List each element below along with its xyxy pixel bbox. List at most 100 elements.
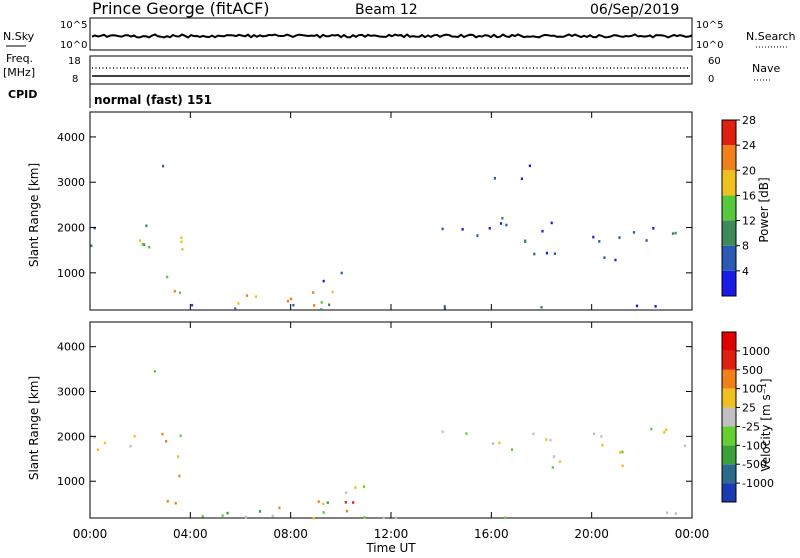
heatmap-cell [322,511,325,514]
heatmap-cell [504,516,507,520]
y-tick-label: 2000 [57,222,85,235]
beam-label: Beam 12 [355,2,418,18]
heatmap-cell [340,271,343,275]
heatmap-cell [181,248,184,251]
heatmap-cell [614,258,617,262]
heatmap-cell [201,514,204,518]
heatmap-cell [322,279,325,283]
heatmap-cell [549,438,552,442]
heatmap-cell [141,242,144,246]
x-tick-label: 08:00 [273,527,308,541]
heatmap-cell [621,450,624,454]
heatmap-cell [550,221,553,225]
heatmap-cell [558,460,562,463]
colorbar-tick-label: 24 [742,139,756,152]
heatmap-cell [540,306,543,309]
heatmap-cell [180,236,183,240]
x-tick-label: 16:00 [474,527,509,541]
colorbar-swatch [722,170,736,196]
colorbar-swatch [722,145,736,171]
velocity-cbar-label: Velocity [m s⁻¹] [759,378,773,471]
colorbar-swatch [722,483,736,502]
date-label: 06/Sep/2019 [590,2,679,18]
heatmap-cell [603,256,606,259]
plot-title: Prince George (fitACF) [92,0,270,18]
cpid-label: CPID [8,88,37,101]
x-axis: 00:00 04:00 08:00 12:00 16:00 20:00 00:00 [73,112,710,541]
heatmap-cell [312,291,315,294]
heatmap-cell [326,501,329,504]
heatmap-cell [476,234,479,237]
heatmap-cell [178,291,182,295]
xaxis-label: Time UT [365,541,416,554]
heatmap-cell [129,444,132,448]
heatmap-cell [328,303,331,307]
heatmap-cell [498,441,501,445]
heatmap-cell [441,227,444,231]
heatmap-cell [551,466,554,469]
heatmap-cell [153,370,156,373]
colorbar-swatch [722,350,736,370]
heatmap-cell [179,434,182,437]
heatmap-cell [313,304,316,307]
x-tick-label: 12:00 [374,527,409,541]
heatmap-cell [441,430,444,434]
heatmap-cell [619,451,622,454]
heatmap-cell [93,226,96,230]
heatmap-cell [312,516,315,520]
heatmap-cell [493,177,496,180]
noise-line [91,33,693,39]
nave-tick-top: 60 [708,56,721,67]
nave-tick-bottom: 0 [708,74,714,85]
heatmap-cell [221,514,224,517]
colorbar-tick-label: -500 [742,458,767,471]
freq-tick-top: 18 [68,56,81,67]
heatmap-cell [143,243,146,246]
heatmap-cell [533,252,536,256]
heatmap-cell [663,431,666,434]
heatmap-cell [501,217,504,220]
colorbar-swatch [722,445,736,465]
heatmap-cell [177,455,180,458]
x-tick-label: 00:00 [675,527,710,541]
power-cbar-label: Power [dB] [757,177,771,242]
colorbar-swatch [722,270,736,296]
heatmap-cell [161,432,164,436]
heatmap-cell [382,516,385,520]
colorbar-tick-label: -25 [742,420,760,433]
y-tick-label: 1000 [57,475,85,488]
heatmap-cell [645,239,648,242]
velocity-panel: 1000 2000 3000 4000 Slant Range [km] 1000 50… [27,321,774,520]
colorbar-tick-label: 12 [742,215,756,228]
cpid-text: normal (fast) 151 [94,93,212,107]
noise-left-tick-top: 10^5 [60,20,87,31]
heatmap-cell [317,500,320,503]
heatmap-cell [488,227,491,230]
x-tick-label: 20:00 [574,527,609,541]
heatmap-cell [352,501,355,504]
noise-right-tick-top: 10^5 [696,20,723,31]
heatmap-cell [532,432,535,436]
colorbar-tick-label: -1000 [742,477,774,490]
heatmap-cell [528,164,531,168]
heatmap-cell [345,491,348,494]
heatmap-cell [133,435,136,438]
colorbar-tick-label: 20 [742,164,756,177]
colorbar-tick-label: 8 [742,240,749,253]
freq-unit-label: [MHz] [3,66,35,79]
colorbar-tick-label: -100 [742,439,767,452]
heatmap-cell [166,275,169,279]
heatmap-cell [650,427,653,431]
heatmap-cell [166,500,169,503]
heatmap-cell [598,240,601,243]
nsearch-label: N.Search [746,30,796,43]
heatmap-cell [174,501,177,505]
heatmap-cell [362,485,366,488]
heatmap-cell [635,304,639,308]
colorbar-tick-label: 25 [742,402,756,415]
heatmap-cell [289,297,293,301]
noise-left-tick-bottom: 10^0 [60,40,87,51]
y-tick-label: 4000 [57,341,85,354]
colorbar-swatch [722,388,736,408]
heatmap-cell [245,294,249,297]
